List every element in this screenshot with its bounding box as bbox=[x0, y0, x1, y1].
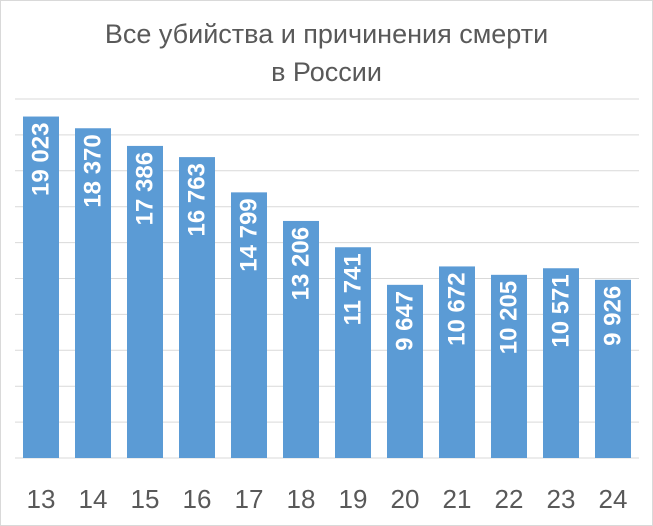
x-tick-label-13: 13 bbox=[27, 484, 56, 514]
bar-16 bbox=[179, 157, 215, 458]
x-tick-label-18: 18 bbox=[287, 484, 316, 514]
bar-23 bbox=[543, 268, 579, 458]
bar-24 bbox=[595, 279, 631, 458]
data-label-16: 16 763 bbox=[184, 163, 211, 236]
bar-20 bbox=[387, 284, 423, 458]
chart-title-line-2: в России bbox=[271, 57, 382, 87]
chart-title-line-1: Все убийства и причинения смерти bbox=[104, 19, 549, 49]
bar-21 bbox=[439, 266, 475, 458]
bar-14 bbox=[75, 128, 111, 459]
x-tick-label-20: 20 bbox=[391, 484, 420, 514]
data-label-22: 10 205 bbox=[496, 281, 523, 354]
bar-19 bbox=[335, 247, 371, 458]
data-label-19: 11 741 bbox=[340, 253, 367, 325]
data-label-13: 19 023 bbox=[28, 123, 55, 196]
x-tick-label-14: 14 bbox=[79, 484, 108, 514]
x-tick-label-21: 21 bbox=[443, 484, 472, 514]
x-tick-label-16: 16 bbox=[183, 484, 212, 514]
x-tick-label-24: 24 bbox=[599, 484, 628, 514]
x-tick-label-15: 15 bbox=[131, 484, 160, 514]
data-label-23: 10 571 bbox=[548, 274, 575, 347]
data-label-21: 10 672 bbox=[444, 272, 471, 345]
data-label-14: 18 370 bbox=[80, 134, 107, 207]
x-tick-label-22: 22 bbox=[495, 484, 524, 514]
data-label-20: 9 647 bbox=[392, 291, 419, 351]
data-label-24: 9 926 bbox=[600, 286, 627, 346]
data-label-18: 13 206 bbox=[288, 227, 315, 300]
bar-22 bbox=[491, 274, 527, 458]
data-label-17: 14 799 bbox=[236, 198, 263, 271]
bar-17 bbox=[231, 192, 267, 458]
bar-15 bbox=[127, 145, 163, 458]
x-tick-label-19: 19 bbox=[339, 484, 368, 514]
data-label-15: 17 386 bbox=[132, 152, 159, 225]
chart-title: Все убийства и причинения смерти в Росси… bbox=[1, 15, 652, 91]
x-tick-label-17: 17 bbox=[235, 484, 264, 514]
bar-13 bbox=[23, 116, 59, 459]
x-tick-label-23: 23 bbox=[547, 484, 576, 514]
bar-18 bbox=[283, 220, 319, 458]
